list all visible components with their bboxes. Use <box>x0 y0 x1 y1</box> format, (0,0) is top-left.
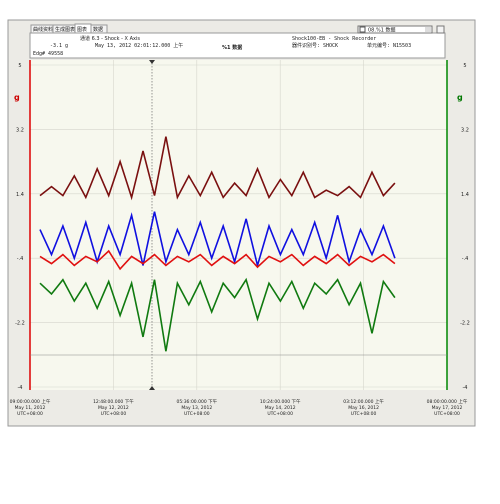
x-tick-label: 08:00:00.000 上午 <box>427 398 468 405</box>
y-tick-label: -2.2 <box>460 321 470 327</box>
close-button[interactable] <box>436 25 445 34</box>
info-box <box>29 32 446 59</box>
y-tick-label: 5 <box>18 63 21 69</box>
x-tick-label: May 17, 2012 <box>432 405 463 411</box>
y-axis-label-left: g <box>14 93 20 102</box>
x-tick-label: UTC+08:00 <box>17 411 43 417</box>
x-tick-label: 10:24:00.000 下午 <box>260 398 301 405</box>
x-tick-label: 12:48:00.000 下午 <box>93 398 134 405</box>
y-tick-label: 1.4 <box>461 192 469 198</box>
y-axis-label-right: g <box>457 93 463 102</box>
tab-label: 生成图表 <box>55 26 75 33</box>
trace <box>39 211 396 269</box>
trace <box>39 277 396 352</box>
x-tick-label: May 14, 2012 <box>265 405 296 411</box>
checkbox[interactable] <box>359 26 366 33</box>
plot: -4 -4 -2.2 -2.2 -.4 -.4 1.4 1.4 3.2 3.2 5 5 09:00:00… <box>10 60 470 417</box>
trace <box>39 136 396 201</box>
x-tick-label: UTC+08:00 <box>434 411 460 417</box>
y-tick-label: 3.2 <box>461 127 469 133</box>
y-tick-label: -.4 <box>462 256 469 262</box>
x-tick-label: May 11, 2012 <box>15 405 46 411</box>
device: Shock100-EB - Shock Recorder <box>292 36 376 42</box>
timestamp: May 13, 2012 02:01:12.000 上午 <box>95 42 183 49</box>
dropdown-arrow[interactable] <box>425 27 431 32</box>
selector-text: 08.%1 数据 <box>368 27 395 34</box>
reading: -3.1 g <box>50 43 68 49</box>
y-tick-label: -.4 <box>17 256 24 262</box>
x-tick-label: 05:36:00.000 下午 <box>176 398 217 405</box>
record: Edg# 49558 <box>33 51 63 57</box>
y-tick-label: 1.4 <box>16 192 24 198</box>
y-tick-label: 5 <box>463 63 466 69</box>
plot-area <box>30 60 447 390</box>
x-tick-label: UTC+08:00 <box>351 411 377 417</box>
data-label: %1 数据 <box>222 44 242 51</box>
cursor-marker <box>149 60 155 64</box>
tab-label: 曲线资料 <box>33 26 53 33</box>
tab-label: 数据 <box>93 26 103 33</box>
x-tick-label: 09:00:00.000 上午 <box>10 398 51 405</box>
selector[interactable] <box>357 25 433 34</box>
x-tick-label: UTC+08:00 <box>267 411 293 417</box>
x-tick-label: May 12, 2012 <box>98 405 129 411</box>
channel: 通道 6.3 - Shock - X Axis <box>80 35 140 42</box>
trace <box>39 249 396 271</box>
tab-bar: 曲线资料 生成图表 图表 数据 <box>30 23 108 34</box>
x-tick-label: May 16, 2012 <box>348 405 379 411</box>
tab-label: 图表 <box>77 26 87 33</box>
unit-id: 单元编号: N15503 <box>367 42 411 49</box>
info-panel: 通道 6.3 - Shock - X Axis -3.1 g May 13, 2… <box>29 25 446 59</box>
y-tick-label: -4 <box>463 385 468 391</box>
y-tick-label: -4 <box>18 385 23 391</box>
y-tick-label: 3.2 <box>16 127 24 133</box>
cursor-marker <box>149 386 155 390</box>
x-tick-label: UTC+08:00 <box>184 411 210 417</box>
x-tick-label: May 13, 2012 <box>181 405 212 411</box>
x-tick-label: 03:12:00.000 上午 <box>343 398 384 405</box>
y-tick-label: -2.2 <box>15 321 25 327</box>
device-id: 器件识别号: SHOCK <box>292 42 338 49</box>
x-tick-label: UTC+08:00 <box>101 411 127 417</box>
